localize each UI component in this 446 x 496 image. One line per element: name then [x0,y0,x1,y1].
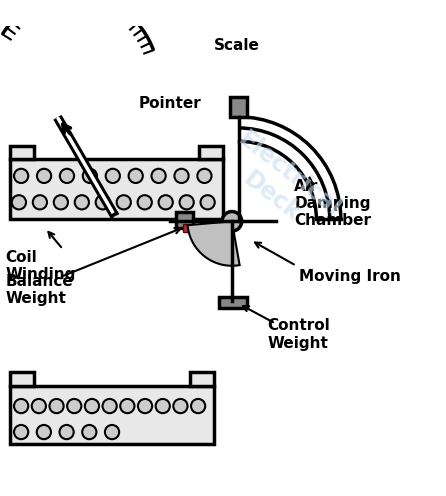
Bar [9,159,223,219]
Circle shape [138,399,152,413]
Circle shape [117,195,131,209]
Circle shape [120,399,134,413]
Circle shape [50,399,64,413]
Bar [219,297,247,308]
Bar [183,224,190,232]
Bar [230,97,248,117]
Text: Air
Damping
Chamber: Air Damping Chamber [294,179,371,229]
Text: Electrical
Deck: Electrical Deck [216,127,345,244]
Circle shape [37,169,51,183]
Bar [9,372,34,386]
Circle shape [14,399,28,413]
Circle shape [14,169,28,183]
Circle shape [12,195,26,209]
Circle shape [191,399,205,413]
Bar [190,372,214,386]
Circle shape [67,399,81,413]
Circle shape [174,169,189,183]
Circle shape [82,425,96,439]
Bar [198,146,223,159]
Circle shape [201,195,215,209]
Circle shape [60,169,74,183]
Bar [176,212,193,228]
Circle shape [14,425,28,439]
Circle shape [33,195,47,209]
Circle shape [128,169,143,183]
Circle shape [156,399,170,413]
Circle shape [75,195,89,209]
Circle shape [37,425,51,439]
Circle shape [159,195,173,209]
Text: Moving Iron: Moving Iron [298,269,401,284]
Circle shape [222,211,242,231]
Circle shape [103,399,117,413]
Bar [9,146,34,159]
Text: Balance
Weight: Balance Weight [5,274,73,307]
Bar [9,386,214,443]
Circle shape [173,399,188,413]
Text: Pointer: Pointer [139,96,201,111]
Circle shape [138,195,152,209]
Text: Scale: Scale [214,38,260,53]
Circle shape [152,169,166,183]
Text: Coil
Winding: Coil Winding [5,249,75,282]
Circle shape [32,399,46,413]
Circle shape [83,169,97,183]
Circle shape [59,425,74,439]
Text: Control
Weight: Control Weight [268,318,330,351]
Circle shape [105,425,119,439]
Circle shape [96,195,110,209]
Circle shape [180,195,194,209]
Circle shape [197,169,211,183]
Circle shape [54,195,68,209]
Circle shape [85,399,99,413]
Wedge shape [188,221,240,266]
Circle shape [106,169,120,183]
